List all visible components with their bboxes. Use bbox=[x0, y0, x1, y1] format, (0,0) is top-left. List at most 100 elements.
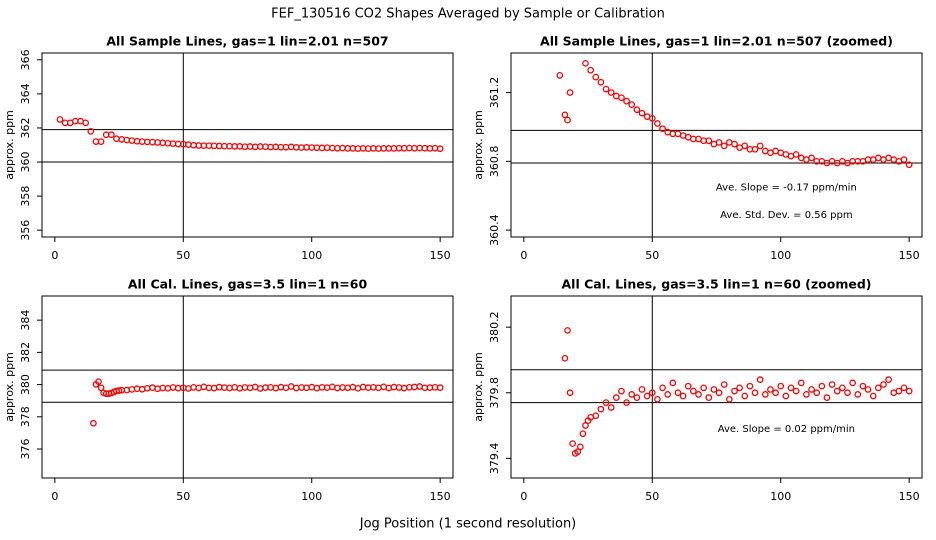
data-point bbox=[618, 387, 625, 395]
data-point bbox=[818, 382, 826, 390]
data-point bbox=[859, 382, 867, 390]
y-axis-label: approx. ppm bbox=[3, 352, 16, 422]
data-point bbox=[618, 94, 625, 102]
data-point bbox=[592, 412, 600, 420]
data-point bbox=[772, 389, 779, 397]
data-point bbox=[90, 419, 97, 427]
panel: All Cal. Lines, gas=3.5 lin=1 n=60 (zoom… bbox=[472, 277, 923, 503]
data-point bbox=[582, 422, 589, 429]
y-tick-label: 362 bbox=[19, 117, 32, 138]
data-point bbox=[808, 386, 815, 393]
data-point bbox=[679, 392, 687, 400]
data-point bbox=[731, 387, 738, 395]
data-point bbox=[854, 391, 862, 398]
data-point bbox=[82, 119, 90, 127]
data-point bbox=[648, 389, 656, 397]
data-point bbox=[725, 395, 733, 403]
x-tick-label: 100 bbox=[301, 490, 322, 503]
data-point bbox=[436, 145, 444, 153]
data-point bbox=[885, 376, 892, 383]
data-point bbox=[833, 387, 841, 395]
panel: All Sample Lines, gas=1 lin=2.01 n=507 ap… bbox=[3, 34, 454, 262]
data-point bbox=[56, 116, 64, 123]
annotation: Ave. Slope = -0.17 ppm/min bbox=[716, 182, 857, 193]
data-point bbox=[638, 109, 646, 117]
data-point bbox=[623, 399, 630, 406]
panel-title: All Cal. Lines, gas=3.5 lin=1 n=60 (zoom… bbox=[562, 277, 872, 292]
panel-title: All Cal. Lines, gas=3.5 lin=1 n=60 bbox=[128, 277, 368, 292]
data-point bbox=[607, 89, 615, 96]
data-point bbox=[720, 381, 728, 388]
data-point bbox=[741, 142, 749, 150]
data-point bbox=[767, 386, 774, 393]
data-point bbox=[564, 327, 571, 334]
y-tick-label: 356 bbox=[19, 220, 32, 241]
data-point bbox=[808, 154, 815, 162]
x-tick-label: 50 bbox=[176, 249, 190, 262]
data-point bbox=[556, 72, 564, 79]
x-tick-label: 0 bbox=[520, 490, 527, 503]
data-point bbox=[602, 399, 610, 406]
data-point bbox=[849, 379, 856, 387]
data-point bbox=[643, 392, 651, 400]
data-point bbox=[869, 392, 877, 400]
y-tick-label: 380.2 bbox=[488, 311, 501, 343]
data-point bbox=[597, 78, 605, 86]
data-points bbox=[561, 327, 913, 457]
data-point bbox=[715, 389, 723, 397]
y-tick-label: 361.2 bbox=[488, 77, 501, 109]
data-point bbox=[633, 394, 641, 402]
data-point bbox=[700, 384, 708, 392]
data-point bbox=[823, 394, 831, 402]
data-point bbox=[108, 131, 115, 139]
x-tick-label: 150 bbox=[430, 249, 451, 262]
data-point bbox=[787, 384, 795, 392]
plot-frame bbox=[41, 52, 454, 238]
y-tick-label: 364 bbox=[19, 83, 32, 104]
data-point bbox=[87, 128, 95, 135]
data-point bbox=[895, 387, 903, 395]
data-point bbox=[905, 161, 913, 169]
data-point bbox=[436, 384, 444, 391]
y-tick-label: 384 bbox=[19, 310, 32, 331]
y-axis-label: approx. ppm bbox=[3, 110, 16, 180]
data-point bbox=[731, 140, 738, 148]
data-point bbox=[874, 384, 882, 392]
data-point bbox=[905, 387, 913, 395]
x-tick-label: 100 bbox=[301, 249, 322, 262]
data-point bbox=[623, 97, 630, 105]
data-point bbox=[628, 391, 636, 398]
data-point bbox=[756, 376, 764, 383]
data-point bbox=[705, 394, 713, 402]
x-tick-label: 150 bbox=[899, 490, 920, 503]
data-point bbox=[97, 138, 105, 145]
figure-title: FEF_130516 CO2 Shapes Averaged by Sample… bbox=[271, 7, 665, 22]
data-point bbox=[654, 120, 661, 127]
data-point bbox=[715, 139, 723, 146]
data-point bbox=[900, 156, 908, 163]
data-point bbox=[674, 389, 682, 397]
data-point bbox=[746, 382, 754, 390]
data-point bbox=[777, 382, 785, 390]
x-tick-label: 150 bbox=[899, 249, 920, 262]
y-tick-label: 379.4 bbox=[488, 443, 501, 475]
data-point bbox=[844, 389, 851, 397]
data-point bbox=[561, 111, 569, 119]
data-point bbox=[705, 137, 713, 145]
data-point bbox=[736, 384, 743, 392]
data-point bbox=[659, 125, 666, 133]
panel: All Sample Lines, gas=1 lin=2.01 n=507 (… bbox=[472, 34, 923, 262]
data-point bbox=[628, 101, 636, 108]
data-point bbox=[638, 386, 646, 393]
y-tick-label: 376 bbox=[19, 439, 32, 460]
data-point bbox=[664, 391, 672, 398]
data-point bbox=[607, 404, 615, 411]
data-point bbox=[751, 389, 759, 397]
data-point bbox=[582, 59, 589, 67]
data-point bbox=[602, 85, 610, 93]
y-axis-label: approx. ppm bbox=[472, 352, 485, 422]
data-point bbox=[756, 142, 764, 150]
data-points bbox=[56, 116, 444, 153]
